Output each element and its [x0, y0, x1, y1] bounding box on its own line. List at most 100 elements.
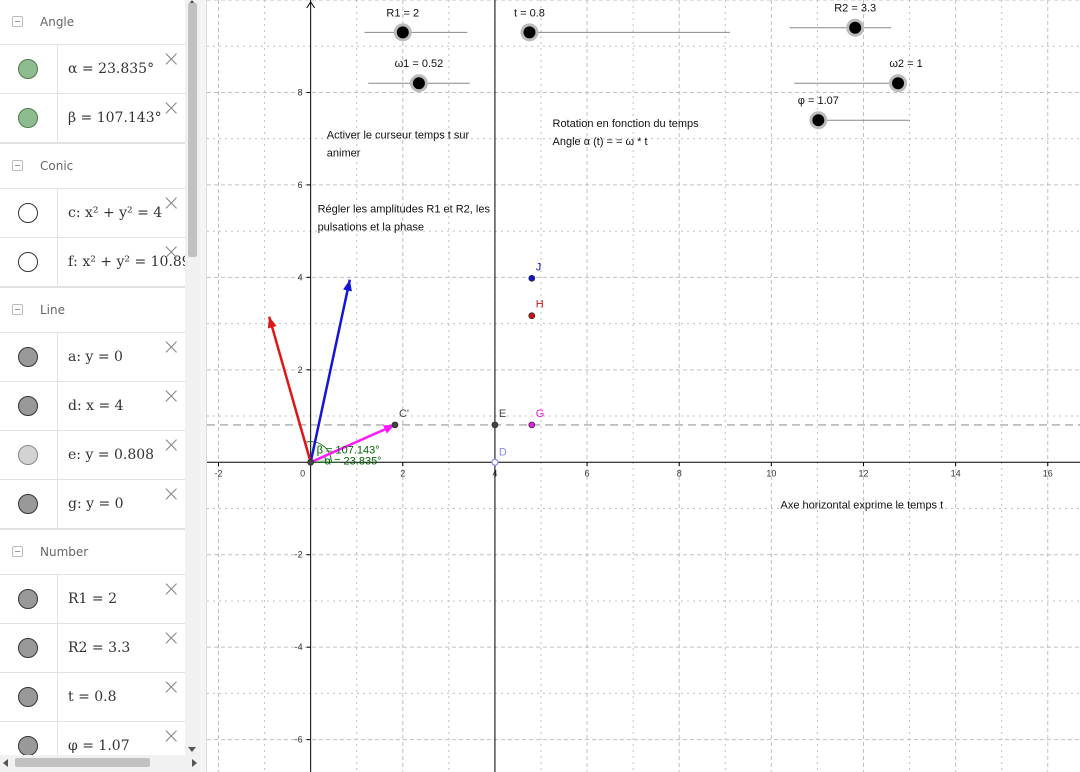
algebra-item[interactable]: f: x² + y² = 10.89 × — [0, 237, 185, 287]
slider-knob[interactable] — [812, 114, 825, 127]
point-h[interactable] — [528, 312, 536, 320]
collapse-icon[interactable] — [12, 304, 23, 315]
scrollbar-thumb[interactable] — [188, 3, 197, 257]
text-annotation: Activer le curseur temps t sur — [327, 130, 470, 142]
point-g[interactable] — [528, 421, 536, 429]
algebra-item[interactable]: β = 107.143° × — [0, 93, 185, 143]
algebra-expression[interactable]: g: y = 0 — [68, 496, 124, 512]
delete-icon[interactable]: × — [162, 240, 181, 265]
point-a[interactable] — [307, 458, 315, 466]
algebra-expression[interactable]: R2 = 3.3 — [68, 640, 131, 656]
group-header[interactable]: Conic — [0, 144, 185, 188]
visibility-marble-icon[interactable] — [18, 736, 38, 755]
red-vector[interactable] — [267, 316, 312, 463]
visibility-toggle[interactable] — [0, 382, 58, 430]
delete-icon[interactable]: × — [162, 724, 181, 749]
algebra-expression[interactable]: t = 0.8 — [68, 689, 117, 705]
delete-icon[interactable]: × — [162, 384, 181, 409]
visibility-marble-icon[interactable] — [18, 589, 38, 609]
algebra-expression[interactable]: a: y = 0 — [68, 349, 123, 365]
visibility-marble-icon[interactable] — [18, 347, 38, 367]
visibility-marble-icon[interactable] — [18, 494, 38, 514]
visibility-toggle[interactable] — [0, 722, 58, 755]
group-header[interactable]: Number — [0, 530, 185, 574]
collapse-icon[interactable] — [12, 160, 23, 171]
view-splitter[interactable] — [200, 0, 207, 772]
visibility-toggle[interactable] — [0, 480, 58, 528]
collapse-icon[interactable] — [12, 16, 23, 27]
collapse-icon[interactable] — [12, 546, 23, 557]
delete-icon[interactable]: × — [162, 47, 181, 72]
delete-icon[interactable]: × — [162, 675, 181, 700]
visibility-marble-icon[interactable] — [18, 252, 38, 272]
algebra-expression[interactable]: f: x² + y² = 10.89 — [68, 254, 185, 270]
visibility-toggle[interactable] — [0, 94, 58, 142]
algebra-expression[interactable]: α = 23.835° — [68, 61, 155, 77]
algebra-item[interactable]: e: y = 0.808 × — [0, 430, 185, 479]
scroll-right-arrow-icon[interactable] — [192, 759, 197, 767]
slider-knob[interactable] — [523, 26, 536, 39]
algebra-vertical-scrollbar[interactable] — [185, 0, 200, 755]
algebra-item[interactable]: R2 = 3.3 × — [0, 623, 185, 672]
algebra-item[interactable]: t = 0.8 × — [0, 672, 185, 721]
scrollbar-thumb-horizontal[interactable] — [15, 758, 150, 767]
delete-icon[interactable]: × — [162, 191, 181, 216]
slider-knob[interactable] — [849, 21, 862, 34]
delete-icon[interactable]: × — [162, 482, 181, 507]
delete-icon[interactable]: × — [162, 433, 181, 458]
visibility-marble-icon[interactable] — [18, 203, 38, 223]
x-tick-label: 6 — [585, 468, 590, 478]
algebra-expression[interactable]: d: x = 4 — [68, 398, 124, 414]
slider-knob[interactable] — [892, 77, 905, 90]
delete-icon[interactable]: × — [162, 626, 181, 651]
visibility-marble-icon[interactable] — [18, 108, 38, 128]
point-cprime[interactable] — [391, 421, 399, 429]
scroll-up-arrow-icon[interactable] — [188, 0, 196, 5]
scroll-left-arrow-icon[interactable] — [3, 759, 8, 767]
delete-icon[interactable]: × — [162, 335, 181, 360]
slider-knob[interactable] — [412, 77, 425, 90]
scroll-down-arrow-icon[interactable] — [188, 747, 196, 752]
algebra-expression[interactable]: φ = 1.07 — [68, 738, 130, 754]
algebra-expression[interactable]: R1 = 2 — [68, 591, 117, 607]
visibility-toggle[interactable] — [0, 45, 58, 93]
visibility-marble-icon[interactable] — [18, 59, 38, 79]
algebra-item[interactable]: c: x² + y² = 4 × — [0, 188, 185, 237]
visibility-toggle[interactable] — [0, 673, 58, 721]
group-header[interactable]: Line — [0, 288, 185, 332]
group-header[interactable]: Angle — [0, 0, 185, 44]
visibility-toggle[interactable] — [0, 431, 58, 479]
algebra-item[interactable]: d: x = 4 × — [0, 381, 185, 430]
algebra-item[interactable]: g: y = 0 × — [0, 479, 185, 529]
magenta-vector[interactable] — [310, 423, 396, 464]
algebra-item[interactable]: a: y = 0 × — [0, 332, 185, 381]
visibility-marble-icon[interactable] — [18, 396, 38, 416]
visibility-toggle[interactable] — [0, 333, 58, 381]
blue-vector[interactable] — [309, 279, 352, 463]
visibility-toggle[interactable] — [0, 624, 58, 672]
text-annotation: Angle α (t) = = ω * t — [553, 136, 648, 148]
visibility-toggle[interactable] — [0, 238, 58, 286]
point-e[interactable] — [491, 421, 499, 429]
delete-icon[interactable]: × — [162, 577, 181, 602]
visibility-marble-icon[interactable] — [18, 445, 38, 465]
algebra-item[interactable]: φ = 1.07 × — [0, 721, 185, 755]
delete-icon[interactable]: × — [162, 96, 181, 121]
algebra-item[interactable]: R1 = 2 × — [0, 574, 185, 623]
algebra-expression[interactable]: c: x² + y² = 4 — [68, 205, 163, 221]
slider-knob[interactable] — [396, 26, 409, 39]
visibility-toggle[interactable] — [0, 575, 58, 623]
point-j[interactable] — [528, 274, 536, 282]
algebra-item[interactable]: α = 23.835° × — [0, 44, 185, 93]
algebra-expression[interactable]: β = 107.143° — [68, 110, 162, 126]
x-tick-label: 16 — [1043, 468, 1053, 478]
text-annotation: Régler les amplitudes R1 et R2, les — [318, 204, 491, 216]
visibility-marble-icon[interactable] — [18, 687, 38, 707]
visibility-toggle[interactable] — [0, 189, 58, 237]
point-d[interactable] — [491, 458, 499, 466]
algebra-expression[interactable]: e: y = 0.808 — [68, 447, 155, 463]
algebra-horizontal-scrollbar[interactable] — [0, 755, 200, 772]
visibility-marble-icon[interactable] — [18, 638, 38, 658]
